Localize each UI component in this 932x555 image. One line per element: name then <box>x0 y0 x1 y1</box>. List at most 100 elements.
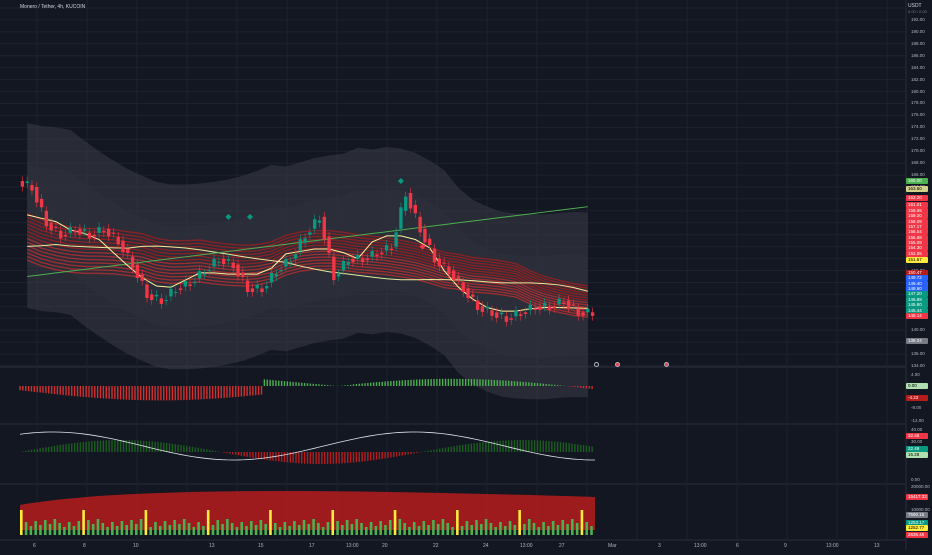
price-tag: 156.54 <box>906 229 928 236</box>
time-axis-label: 20 <box>382 543 388 549</box>
candle-body <box>447 266 451 275</box>
candle-body <box>188 284 192 287</box>
candle-body <box>274 274 279 277</box>
volume-bar <box>158 526 162 535</box>
volume-bar <box>561 520 565 535</box>
volume-bar <box>154 522 157 535</box>
candle-body <box>495 312 499 318</box>
candle-body <box>566 300 571 308</box>
volume-bar <box>412 522 416 535</box>
macd-tick-label: -12.00 <box>911 418 924 423</box>
volume-bar <box>87 520 90 535</box>
volume-bar <box>254 525 258 535</box>
ema-ribbon-line <box>26 252 588 314</box>
macd-value-tag: -4.23 <box>906 395 928 401</box>
price-tag: 150.47 <box>906 269 928 276</box>
volume-bar <box>360 523 363 535</box>
candle-body <box>399 207 403 229</box>
volume-bar <box>441 519 445 535</box>
price-tag: 148.60 <box>906 286 928 293</box>
candle-body <box>528 304 532 311</box>
volume-bar <box>460 526 464 535</box>
candle-body <box>198 270 202 279</box>
candle-body <box>547 306 552 310</box>
price-tag: 162.20 <box>906 194 928 201</box>
candle-body <box>442 262 446 264</box>
candle-body <box>59 230 63 239</box>
candle-body <box>461 282 465 293</box>
volume-bar <box>182 519 186 535</box>
candle-body <box>106 228 111 237</box>
candle-body <box>380 252 384 255</box>
candle-body <box>121 240 125 253</box>
info-event-icon[interactable] <box>594 362 599 367</box>
candle-body <box>571 304 576 306</box>
volume-bar <box>480 524 483 535</box>
candle-body <box>356 255 360 259</box>
price-tag: 165.00 <box>906 178 928 185</box>
volume-bar <box>427 525 430 535</box>
time-axis-label: 10 <box>133 543 139 549</box>
candle-body <box>116 236 120 245</box>
candle-body <box>269 272 274 283</box>
candle-body <box>293 254 298 259</box>
flag-event-icon[interactable] <box>664 362 669 367</box>
volume-bar <box>206 510 210 535</box>
volume-bar <box>484 519 488 535</box>
candle-body <box>255 284 259 289</box>
volume-bar <box>264 524 267 535</box>
candle-body <box>174 292 178 294</box>
volume-bar <box>34 521 37 535</box>
candle-body <box>466 288 470 298</box>
volume-bar <box>551 521 555 535</box>
flag-event-icon[interactable] <box>615 362 620 367</box>
price-tick-label: 182.00 <box>911 76 925 82</box>
volume-bar <box>302 520 306 535</box>
volume-value-tag: 1252.77 <box>906 525 928 531</box>
candle-body <box>504 316 509 322</box>
time-axis-label: 8 <box>83 543 86 549</box>
volume-bar <box>139 519 143 535</box>
candle-body <box>408 192 413 209</box>
candle-body <box>336 274 341 277</box>
volume-bar <box>91 524 95 535</box>
volume-bar <box>432 520 435 535</box>
candle-body <box>35 187 39 203</box>
volume-bar <box>575 523 579 535</box>
volume-bar <box>408 527 411 535</box>
candle-body <box>63 234 68 237</box>
volume-bar <box>168 525 172 535</box>
ema-ribbon-line <box>26 223 588 294</box>
candle-body <box>207 270 211 272</box>
candle-body <box>145 284 149 298</box>
candle-body <box>87 232 92 239</box>
candle-body <box>327 236 331 254</box>
candle-body <box>54 226 58 228</box>
oscillator-line <box>19 431 596 461</box>
candle-body <box>346 262 350 265</box>
time-axis-label: 13:00 <box>826 543 839 549</box>
volume-bar <box>513 525 517 535</box>
candle-body <box>289 262 293 264</box>
volume-bar <box>43 520 47 535</box>
volume-bar <box>499 522 502 535</box>
oscillator-tick-label: 40.00 <box>911 427 923 432</box>
price-tick-label: 188.00 <box>911 40 925 46</box>
ema-ribbon-line <box>26 241 588 306</box>
price-tick-label: 174.00 <box>911 124 925 130</box>
candle-body <box>437 258 441 267</box>
price-tag: 145.80 <box>906 302 928 309</box>
volume-bar <box>326 522 330 535</box>
volume-bar <box>293 521 296 535</box>
ema-ribbon-line <box>26 227 588 297</box>
candle-body <box>140 274 144 281</box>
time-axis-label: Mar <box>608 543 617 549</box>
time-axis-label: 13:00 <box>694 543 707 549</box>
volume-bar <box>77 521 81 535</box>
volume-bar <box>245 526 248 535</box>
price-tag: 151.67 <box>906 256 928 263</box>
candle-body <box>538 306 542 310</box>
volume-bar <box>489 523 493 535</box>
